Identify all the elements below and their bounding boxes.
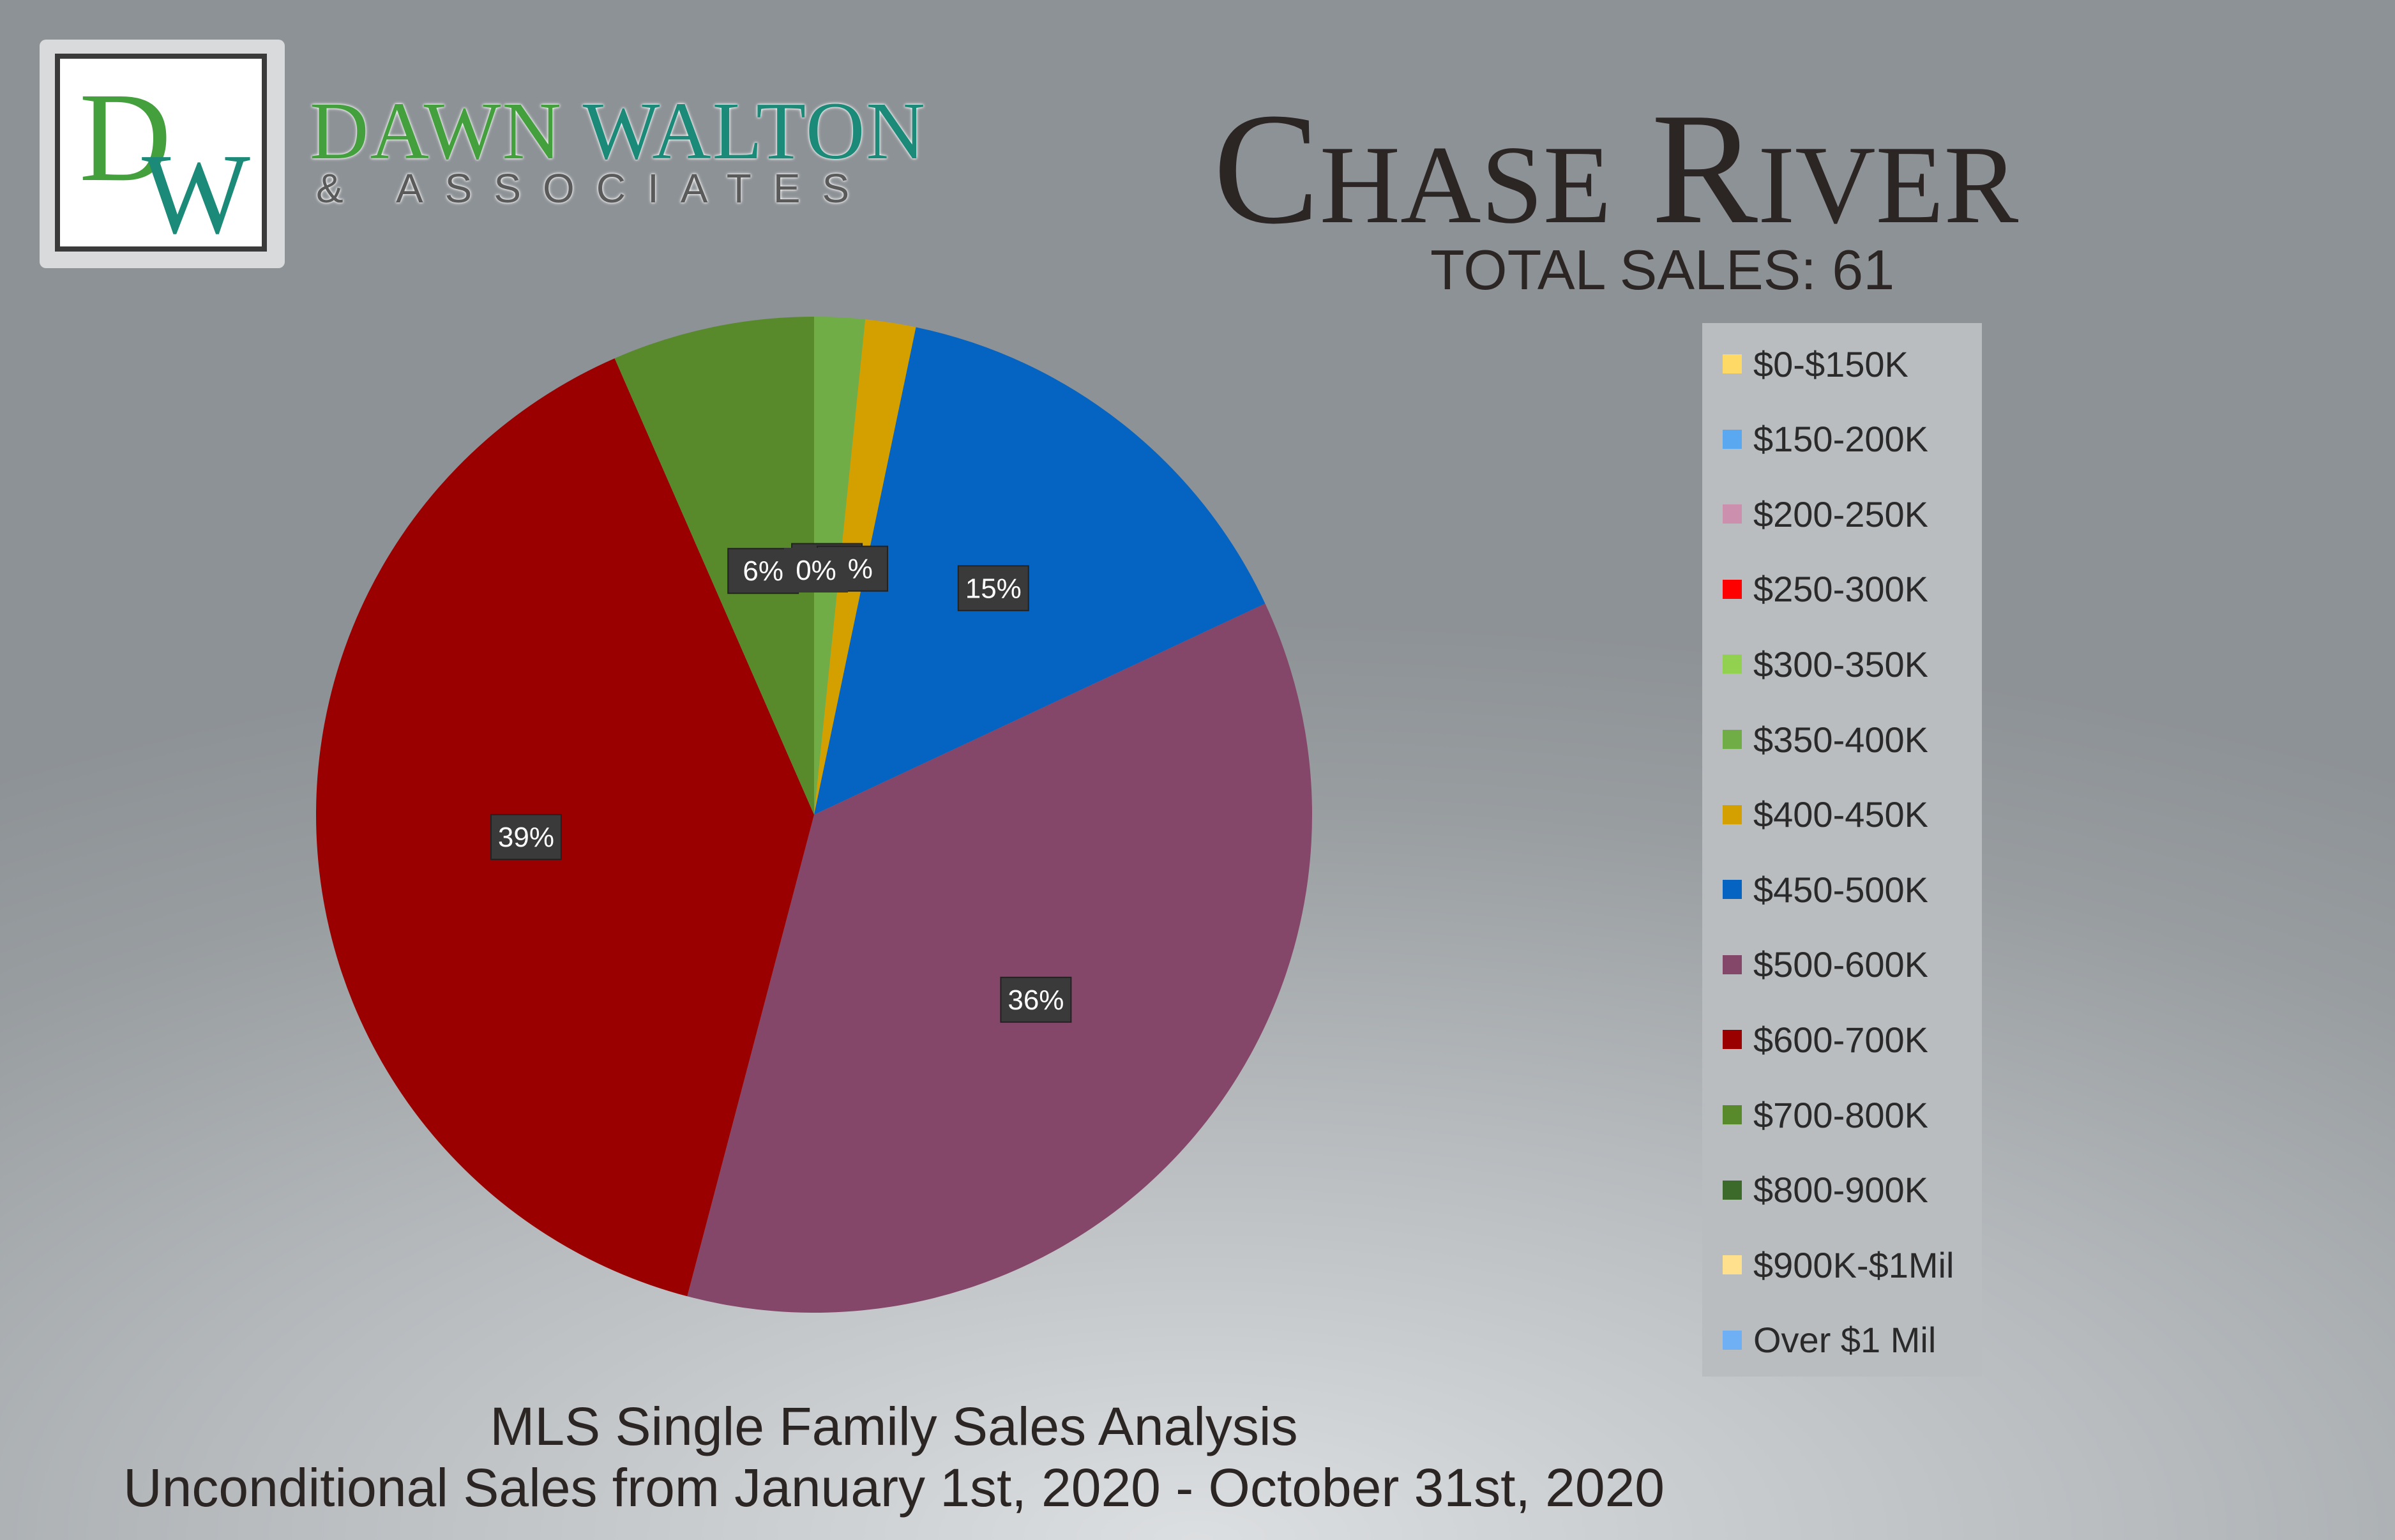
legend-item: $700-800K [1723, 1094, 1929, 1135]
legend-swatch [1723, 1030, 1742, 1050]
legend-item: $0-$150K [1723, 343, 1908, 384]
legend-item: $300-350K [1723, 644, 1929, 684]
brand-subtitle: & ASSOCIATES [316, 165, 872, 211]
logo-monogram: D W [55, 54, 267, 252]
footer-title: MLS Single Family Sales Analysis [490, 1396, 1298, 1456]
dw-monogram-icon: D W [79, 67, 250, 244]
chart-legend: $0-$150K $150-200K $200-250K $250-300K $300-… [1702, 323, 1982, 1377]
legend-label: Over $1 Mil [1753, 1320, 1937, 1361]
data-label-text: 6% [743, 555, 783, 587]
data-label-text: 39% [498, 822, 554, 853]
brand-name-first: DAWN [310, 86, 583, 176]
logo-frame: D W [40, 40, 285, 268]
legend-label: $500-600K [1753, 944, 1929, 985]
data-label-zero: 0% [784, 548, 848, 593]
legend-label: $900K-$1Mil [1753, 1244, 1954, 1285]
legend-item: $800-900K [1723, 1170, 1929, 1211]
legend-item: $150-200K [1723, 419, 1929, 460]
legend-swatch [1723, 429, 1742, 449]
legend-label: $350-400K [1753, 719, 1929, 760]
data-label-450-500k: 15% [957, 565, 1029, 612]
legend-swatch [1723, 955, 1742, 974]
data-label-text: 0% [796, 555, 836, 586]
legend-label: $200-250K [1753, 494, 1929, 534]
data-label-text: 36% [1008, 985, 1064, 1016]
legend-label: $700-800K [1753, 1094, 1929, 1135]
monogram-w: W [142, 130, 250, 244]
legend-swatch [1723, 504, 1742, 524]
legend-item: $500-600K [1723, 944, 1929, 985]
legend-label: $0-$150K [1753, 343, 1908, 384]
legend-item: $450-500K [1723, 869, 1929, 910]
monogram-d: D [79, 67, 171, 208]
legend-item: Over $1 Mil [1723, 1320, 1937, 1361]
pie-slice-600-700k [315, 358, 815, 1297]
footer-subtitle: Unconditional Sales from January 1st, 20… [123, 1458, 1665, 1518]
legend-swatch [1723, 654, 1742, 674]
legend-swatch [1723, 1180, 1742, 1200]
legend-swatch [1723, 1330, 1742, 1350]
legend-swatch [1723, 730, 1742, 749]
data-label-box [957, 565, 1029, 612]
data-label-text: 15% [965, 573, 1022, 604]
brand-name: DAWN WALTON [310, 84, 926, 178]
legend-item: $900K-$1Mil [1723, 1244, 1954, 1285]
brand-name-last: WALTON [582, 86, 926, 176]
data-label-box [1000, 976, 1072, 1023]
legend-label: $400-450K [1753, 794, 1929, 835]
data-label-600-700k: 39% [490, 813, 562, 860]
legend-item: $400-450K [1723, 794, 1929, 835]
legend-swatch [1723, 579, 1742, 599]
pie-slice-450-500k [814, 327, 1265, 815]
data-label-box [490, 813, 562, 860]
data-label-500-600k: 36% [1000, 976, 1072, 1023]
legend-label: $450-500K [1753, 869, 1929, 910]
legend-swatch [1723, 1105, 1742, 1124]
total-sales: TOTAL SALES: 61 [1430, 238, 1895, 301]
legend-label: $150-200K [1753, 419, 1929, 460]
page-title: Chase River [1213, 80, 2019, 257]
legend-swatch [1723, 880, 1742, 900]
legend-item: $350-400K [1723, 719, 1929, 760]
legend-swatch [1723, 1255, 1742, 1275]
legend-item: $250-300K [1723, 569, 1929, 610]
legend-item: $600-700K [1723, 1019, 1929, 1060]
legend-item: $200-250K [1723, 494, 1929, 534]
data-label-box [784, 548, 848, 593]
legend-label: $800-900K [1753, 1170, 1929, 1211]
legend-swatch [1723, 354, 1742, 374]
legend-label: $300-350K [1753, 644, 1929, 684]
legend-label: $600-700K [1753, 1019, 1929, 1060]
legend-label: $250-300K [1753, 569, 1929, 610]
pie-slice-700-800k [614, 317, 814, 815]
legend-swatch [1723, 804, 1742, 824]
pie-slice-500-600k [687, 603, 1312, 1313]
